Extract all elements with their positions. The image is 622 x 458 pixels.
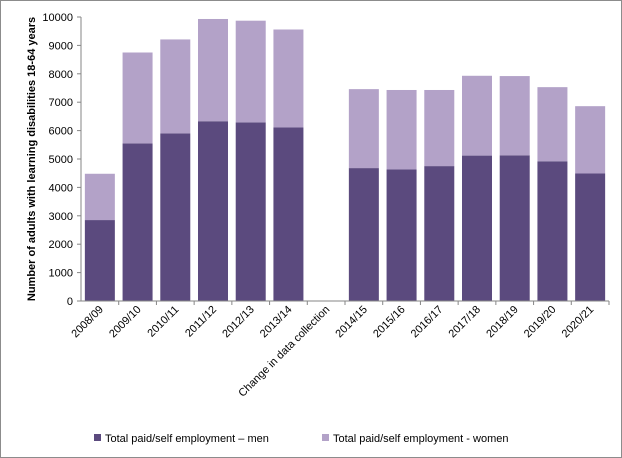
x-tick-label: 2008/09 xyxy=(69,304,106,341)
y-tick-label: 0 xyxy=(67,296,73,308)
x-tick-label: 2017/18 xyxy=(447,304,484,341)
bar-segment-men xyxy=(160,133,191,301)
y-tick-label: 10000 xyxy=(42,12,73,24)
bar-segment-women xyxy=(273,29,304,128)
bar-segment-men xyxy=(198,121,228,301)
legend: Total paid/self employment – men Total p… xyxy=(94,433,508,445)
x-tick-label: 2015/16 xyxy=(371,304,408,341)
bar-segment-women xyxy=(160,39,191,134)
bar-segment-men xyxy=(424,166,455,301)
bar-segment-women xyxy=(235,20,266,123)
legend-swatch-men xyxy=(94,434,101,441)
bar-segment-men xyxy=(575,173,606,301)
bar-segment-women xyxy=(198,18,228,122)
x-tick-label: 2009/10 xyxy=(107,304,144,341)
y-axis-title: Number of adults with learning disabilit… xyxy=(26,17,38,301)
x-tick-label: 2019/20 xyxy=(522,304,559,341)
bar-segment-men xyxy=(386,169,417,301)
x-tick-label: 2013/14 xyxy=(258,304,295,341)
bar-segment-men xyxy=(273,127,304,301)
y-tick-label: 2000 xyxy=(49,239,73,251)
bar-segment-women xyxy=(348,89,379,169)
x-tick-label: 2020/21 xyxy=(560,304,597,341)
bar-segment-women xyxy=(537,87,568,162)
y-tick-label: 4000 xyxy=(49,182,73,194)
bar-segment-women xyxy=(575,106,606,174)
legend-label-women: Total paid/self employment - women xyxy=(333,433,508,445)
bar-segment-women xyxy=(499,76,530,156)
bar-segment-women xyxy=(424,89,455,167)
axes-layer xyxy=(80,17,609,302)
legend-swatch-women xyxy=(322,434,329,441)
x-ticks: 2008/09 2009/10 2010/11 2011/12 2012/13 2013/… xyxy=(69,301,610,399)
y-tick-label: 7000 xyxy=(49,97,73,109)
x-tick-label: 2014/15 xyxy=(333,304,370,341)
bars-layer xyxy=(84,18,606,301)
x-tick-label: 2011/12 xyxy=(183,304,219,340)
y-tick-label: 8000 xyxy=(49,69,73,81)
bar-segment-men xyxy=(462,155,492,301)
y-tick-label: 5000 xyxy=(49,154,73,166)
y-tick-label: 6000 xyxy=(49,126,73,138)
bar-segment-men xyxy=(84,220,115,301)
bar-segment-women xyxy=(462,75,492,156)
x-tick-label: 2010/11 xyxy=(145,304,181,340)
x-tick-label: 2018/19 xyxy=(484,304,521,341)
bar-segment-women xyxy=(122,52,153,144)
y-tick-label: 9000 xyxy=(49,40,73,52)
y-tick-label: 1000 xyxy=(49,268,73,280)
bar-segment-men xyxy=(348,168,379,301)
x-tick-label: 2012/13 xyxy=(220,304,257,341)
bar-segment-men xyxy=(499,155,530,301)
bar-segment-women xyxy=(386,89,417,170)
y-ticks: 0 1000 2000 3000 4000 5000 6000 7000 8000 9000 100… xyxy=(42,12,81,308)
legend-label-men: Total paid/self employment – men xyxy=(105,433,269,445)
bar-segment-men xyxy=(235,122,266,301)
bar-segment-women xyxy=(84,173,115,221)
bar-segment-men xyxy=(537,161,568,301)
y-tick-label: 3000 xyxy=(49,211,73,223)
bar-segment-men xyxy=(122,143,153,301)
x-tick-label: 2016/17 xyxy=(409,304,446,341)
